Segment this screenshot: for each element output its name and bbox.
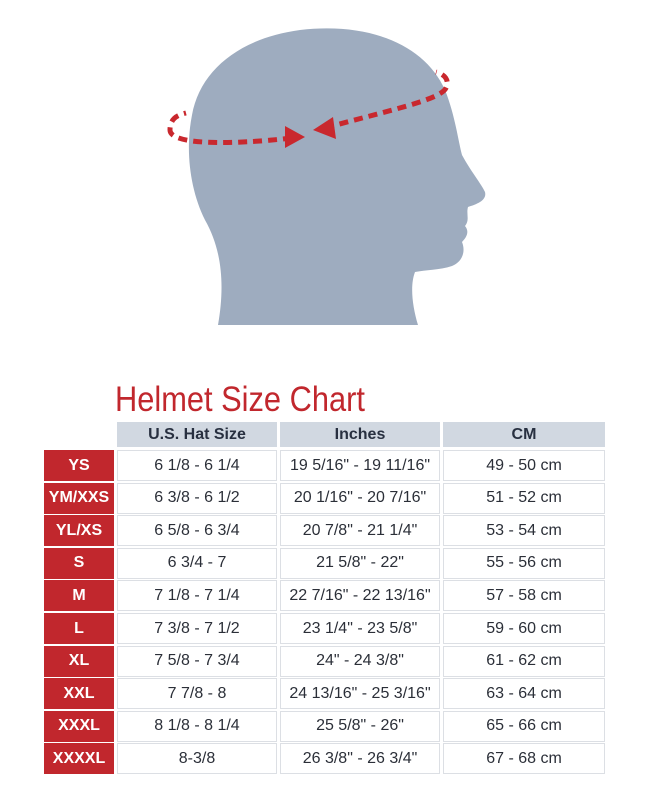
arrow-right-icon — [285, 126, 305, 148]
size-label: XL — [44, 645, 114, 677]
hat-size-cell: 7 3/8 - 7 1/2 — [117, 613, 277, 644]
table-row: XL 7 5/8 - 7 3/4 24" - 24 3/8" 61 - 62 cm — [44, 645, 608, 677]
hat-size-cell: 7 5/8 - 7 3/4 — [117, 645, 277, 677]
size-label: L — [44, 613, 114, 644]
measurement-tape-front — [324, 69, 450, 131]
inches-cell: 24" - 24 3/8" — [280, 645, 440, 677]
hat-size-cell: 6 3/8 - 6 1/2 — [117, 482, 277, 514]
cm-cell: 67 - 68 cm — [443, 743, 605, 775]
inches-cell: 23 1/4" - 23 5/8" — [280, 613, 440, 644]
header-inches: Inches — [280, 422, 440, 447]
inches-cell: 19 5/16" - 19 11/16" — [280, 450, 440, 481]
table-row: XXXXL 8-3/8 26 3/8" - 26 3/4" 67 - 68 cm — [44, 743, 608, 775]
inches-cell: 21 5/8" - 22" — [280, 547, 440, 579]
cm-cell: 61 - 62 cm — [443, 645, 605, 677]
table-row: XXL 7 7/8 - 8 24 13/16" - 25 3/16" 63 - 64 … — [44, 678, 608, 710]
hat-size-cell: 6 5/8 - 6 3/4 — [117, 515, 277, 547]
cm-cell: 65 - 66 cm — [443, 710, 605, 742]
hat-size-cell: 8 1/8 - 8 1/4 — [117, 710, 277, 742]
inches-cell: 20 7/8" - 21 1/4" — [280, 515, 440, 547]
header-cm: CM — [443, 422, 605, 447]
table-row: YM/XXS 6 3/8 - 6 1/2 20 1/16" - 20 7/16" 51… — [44, 482, 608, 514]
inches-cell: 22 7/16" - 22 13/16" — [280, 580, 440, 612]
inches-cell: 25 5/8" - 26" — [280, 710, 440, 742]
size-label: YS — [44, 450, 114, 481]
table-row: XXXL 8 1/8 - 8 1/4 25 5/8" - 26" 65 - 66 cm — [44, 710, 608, 742]
header-hat-size: U.S. Hat Size — [117, 422, 277, 447]
size-label: XXXL — [44, 710, 114, 742]
inches-cell: 20 1/16" - 20 7/16" — [280, 482, 440, 514]
cm-cell: 49 - 50 cm — [443, 450, 605, 481]
size-label: M — [44, 580, 114, 612]
head-silhouette — [188, 28, 486, 326]
chart-title: Helmet Size Chart — [115, 380, 365, 419]
hat-size-cell: 6 1/8 - 6 1/4 — [117, 450, 277, 481]
size-label: YL/XS — [44, 515, 114, 547]
arrow-left-icon — [313, 117, 336, 139]
cm-cell: 59 - 60 cm — [443, 613, 605, 644]
cm-cell: 63 - 64 cm — [443, 678, 605, 710]
size-label: S — [44, 547, 114, 579]
size-label: YM/XXS — [44, 482, 114, 514]
measurement-tape-back — [167, 110, 293, 146]
cm-cell: 57 - 58 cm — [443, 580, 605, 612]
cm-cell: 53 - 54 cm — [443, 515, 605, 547]
head-circumference-measurement-icon — [167, 28, 486, 326]
inches-cell: 24 13/16" - 25 3/16" — [280, 678, 440, 710]
table-header: U.S. Hat Size Inches CM — [117, 422, 608, 447]
cm-cell: 55 - 56 cm — [443, 547, 605, 579]
hat-size-cell: 8-3/8 — [117, 743, 277, 775]
table-row: YS 6 1/8 - 6 1/4 19 5/16" - 19 11/16" 49 - … — [44, 450, 608, 481]
cm-cell: 51 - 52 cm — [443, 482, 605, 514]
hat-size-cell: 7 1/8 - 7 1/4 — [117, 580, 277, 612]
hat-size-cell: 7 7/8 - 8 — [117, 678, 277, 710]
size-label: XXL — [44, 678, 114, 710]
size-label: XXXXL — [44, 743, 114, 775]
table-row: YL/XS 6 5/8 - 6 3/4 20 7/8" - 21 1/4" 53 - … — [44, 515, 608, 547]
inches-cell: 26 3/8" - 26 3/4" — [280, 743, 440, 775]
hat-size-cell: 6 3/4 - 7 — [117, 547, 277, 579]
